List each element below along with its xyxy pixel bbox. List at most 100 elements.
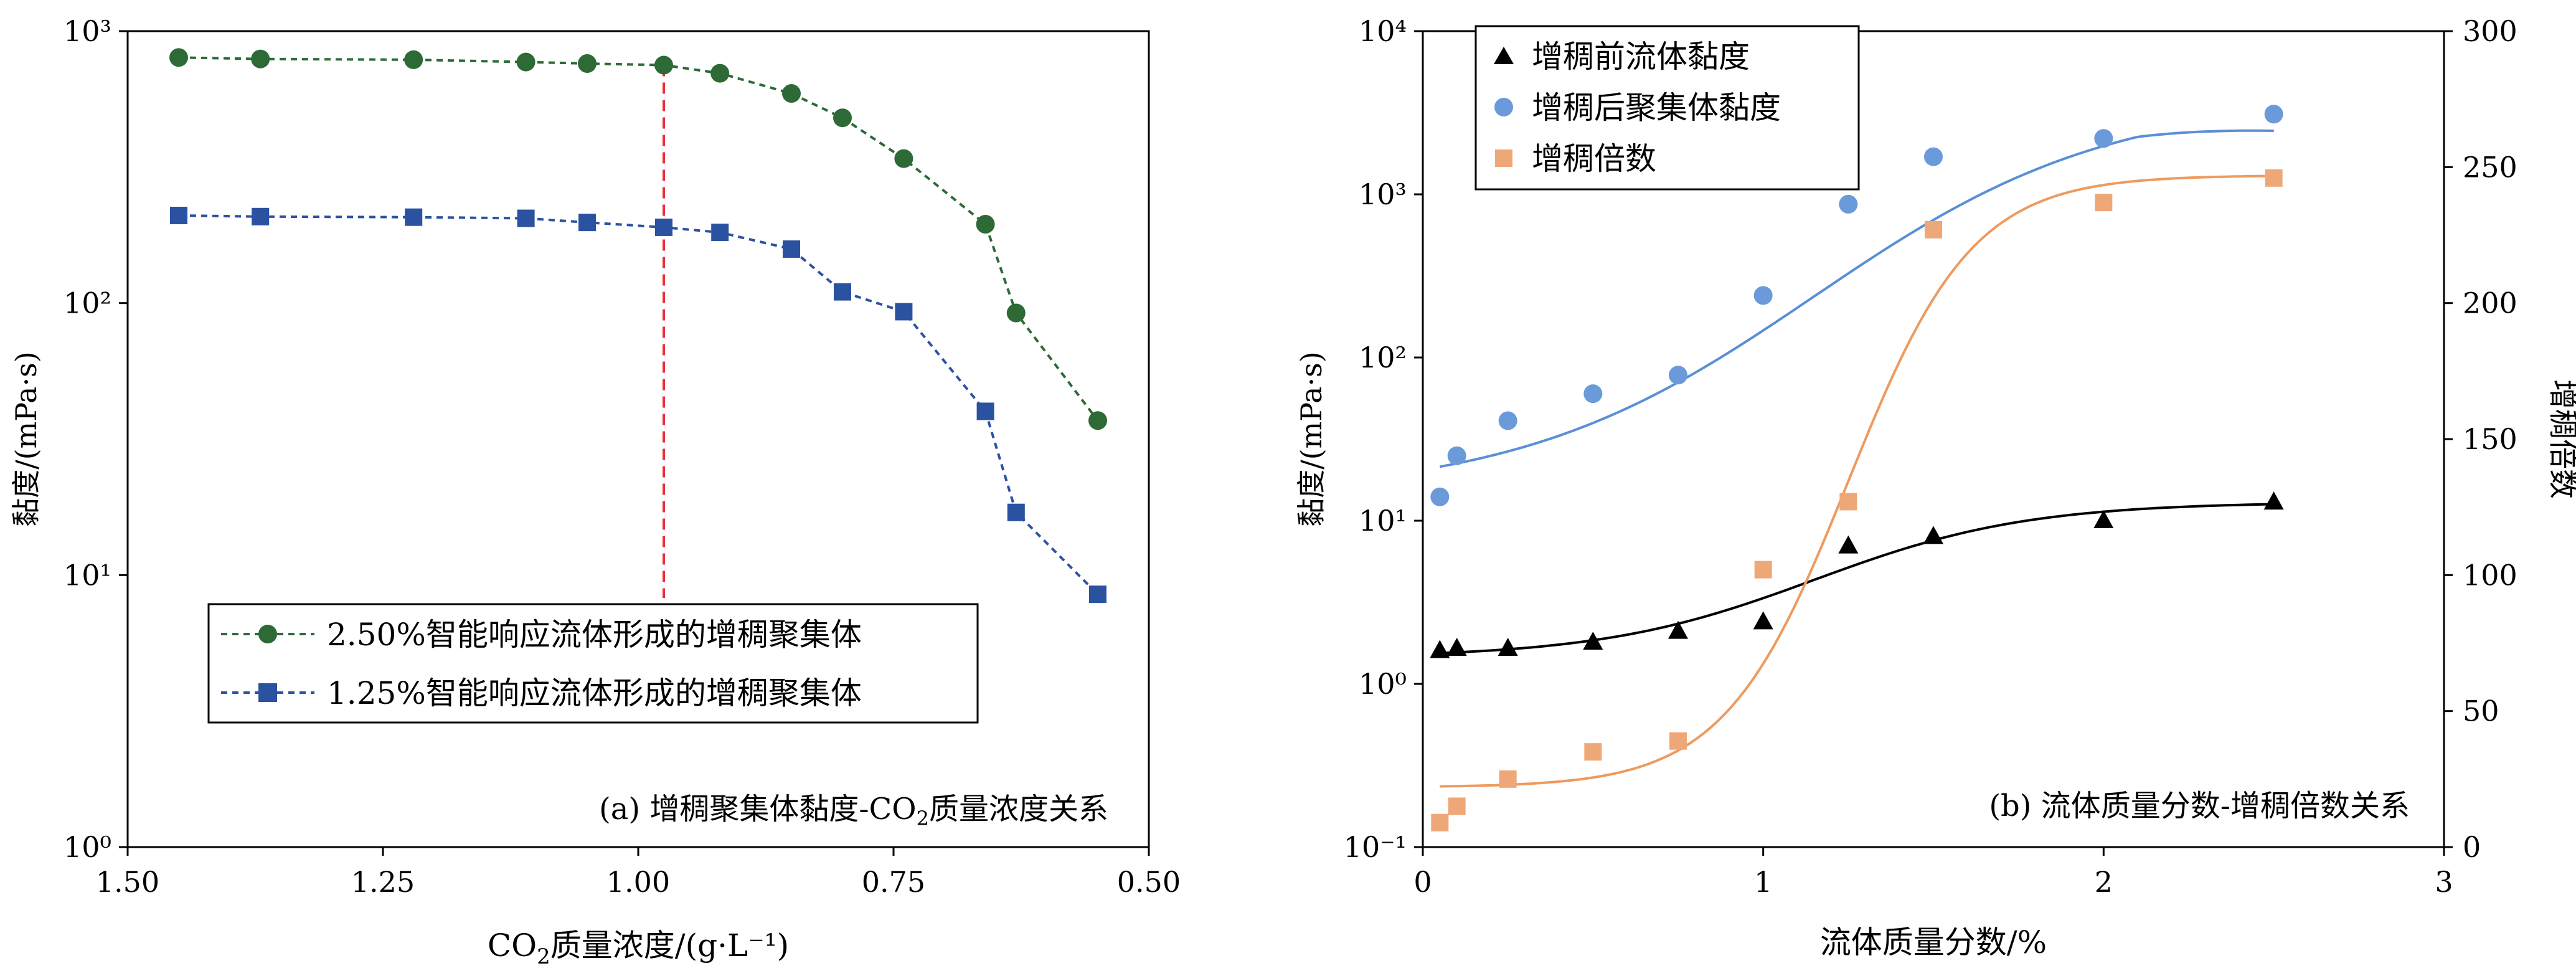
panel-a-point-1-9 — [895, 303, 913, 321]
panel-a-point-0-3 — [516, 52, 535, 72]
panel-b-fit-before — [1440, 503, 2274, 655]
panel-b-y-tick-label: 10⁰ — [1359, 667, 1407, 701]
panel-b-point-2-3 — [1584, 743, 1602, 761]
panel-b-point-0-3 — [1583, 632, 1603, 650]
panel-b-y2-tick-label: 200 — [2463, 287, 2517, 320]
panel-b-legend-box — [1474, 25, 1860, 191]
panel-b-x-tick-label: 1 — [1754, 865, 1772, 899]
panel-b-point-1-8 — [2094, 129, 2113, 148]
panel-a-point-0-12 — [1088, 411, 1107, 430]
panel-b-point-1-4 — [1669, 366, 1687, 385]
panel-b-point-2-1 — [1448, 797, 1466, 815]
panel-b-point-1-7 — [1924, 147, 1943, 166]
panel-a-point-1-10 — [976, 402, 994, 420]
panel-a-legend-box — [207, 603, 979, 724]
panel-b-x-tick-label: 3 — [2435, 865, 2453, 899]
panel-b-point-2-9 — [2265, 169, 2283, 187]
panel-a-y-axis-label: 黏度/(mPa·s) — [9, 351, 43, 527]
panel-b-y-axis-label: 黏度/(mPa·s) — [1295, 351, 1328, 527]
panel-b-point-2-2 — [1499, 770, 1517, 788]
panel-a-y-tick-label: 10² — [64, 287, 111, 320]
panel-b-fit-ratio — [1440, 174, 2274, 788]
panel-b-point-0-6 — [1838, 535, 1859, 554]
panel-b-y2-tick-label: 50 — [2463, 694, 2499, 728]
panel-b-x-tick-label: 2 — [2095, 865, 2113, 899]
panel-b-point-2-8 — [2095, 194, 2113, 212]
panel-a-x-axis-label: CO2质量浓度/(g·L⁻¹) — [488, 927, 789, 969]
legend-label-ratio: 增稠倍数 — [1532, 141, 1656, 177]
panel-b-y-tick-label: 10¹ — [1359, 504, 1407, 538]
panel-b-point-1-9 — [2264, 105, 2283, 124]
panel-b-y2-tick-label: 300 — [2463, 14, 2517, 48]
panel-b-point-1-0 — [1430, 487, 1450, 506]
panel-a-point-0-6 — [710, 64, 730, 83]
panel-a-point-0-9 — [894, 149, 913, 168]
panel-a-series-line-1 — [178, 214, 1099, 595]
legend-marker-before — [1494, 47, 1514, 64]
panel-a-point-1-2 — [405, 208, 423, 226]
panel-b-x-ticks: 0 1 2 3 — [1413, 847, 2453, 899]
panel-b-y2-tick-label: 0 — [2463, 830, 2481, 864]
panel-a-point-1-12 — [1089, 585, 1106, 604]
panel-a-legend: 2.50%智能响应流体形成的增稠聚集体 1.25%智能响应流体形成的增稠聚集体 — [207, 603, 979, 724]
panel-a-point-1-3 — [517, 209, 535, 227]
panel-b-y2-axis-label: 增稠倍数 — [2545, 379, 2576, 499]
panel-b-fit-after — [1439, 129, 2274, 468]
panel-b-point-0-8 — [2093, 510, 2114, 528]
panel-a-x-tick-label: 1.50 — [96, 865, 159, 899]
panel-b-point-1-6 — [1839, 194, 1858, 214]
panel-a-x-tick-label: 1.25 — [351, 865, 415, 899]
panel-a-point-0-8 — [833, 108, 852, 128]
panel-b-point-2-0 — [1431, 813, 1449, 831]
panel-a-point-1-5 — [655, 218, 672, 236]
panel-b-y2-tick-label: 100 — [2463, 558, 2517, 592]
panel-a-point-0-5 — [654, 55, 673, 75]
panel-a-point-0-10 — [976, 215, 995, 234]
panel-b-point-2-6 — [1839, 493, 1857, 511]
panel-a-point-0-11 — [1006, 303, 1026, 323]
panel-a-x-ticks: 1.50 1.25 1.00 0.75 0.50 — [96, 847, 1181, 899]
panel-a-point-1-11 — [1007, 503, 1025, 521]
panel-a-series — [169, 48, 1107, 604]
panel-b-point-0-5 — [1753, 611, 1773, 630]
legend-label-before: 增稠前流体黏度 — [1532, 39, 1750, 75]
legend-marker-after — [1494, 98, 1513, 116]
panel-a-point-1-8 — [834, 283, 851, 301]
panel-a-plot-frame — [126, 30, 1150, 848]
panel-a-caption: (a) 增稠聚集体黏度-CO2质量浓度关系 — [599, 792, 1108, 830]
panel-a-point-0-2 — [404, 50, 423, 69]
panel-a-y-tick-label: 10³ — [64, 14, 111, 48]
legend-marker-1-25 — [258, 683, 277, 702]
panel-b-point-0-0 — [1430, 640, 1450, 658]
panel-b-point-2-4 — [1669, 732, 1687, 750]
panel-b-point-2-5 — [1754, 561, 1772, 579]
panel-a-series-line-0 — [178, 56, 1099, 422]
panel-b-point-1-5 — [1753, 286, 1773, 305]
panel-a-y-tick-label: 10¹ — [64, 558, 111, 592]
panel-a-point-1-7 — [783, 240, 800, 258]
panel-b-point-0-2 — [1498, 638, 1518, 656]
panel-a: 1.50 1.25 1.00 0.75 0.50 10⁰ 10¹ 10² 10³ 黏度/(mP… — [9, 14, 1181, 969]
panel-b-y-tick-label: 10⁴ — [1359, 14, 1407, 48]
panel-b-y-tick-label: 10⁻¹ — [1344, 830, 1407, 864]
panel-a-point-0-1 — [251, 49, 270, 69]
legend-label-after: 增稠后聚集体黏度 — [1532, 90, 1781, 126]
panel-b-point-0-9 — [2263, 491, 2284, 510]
panel-b-series — [1430, 105, 2284, 831]
panel-a-point-1-4 — [578, 214, 596, 232]
panel-b-point-0-1 — [1446, 638, 1467, 656]
panel-b-legend: 增稠前流体黏度 增稠后聚集体黏度 增稠倍数 — [1474, 25, 1860, 191]
panel-a-point-1-6 — [711, 224, 729, 242]
legend-label-1-25: 1.25%智能响应流体形成的增稠聚集体 — [327, 675, 862, 711]
panel-b-x-axis-label: 流体质量分数/% — [1820, 924, 2047, 960]
legend-marker-ratio — [1495, 149, 1512, 167]
panel-a-point-0-4 — [578, 54, 597, 73]
panel-b-point-2-7 — [1925, 220, 1942, 239]
panel-b-point-1-3 — [1583, 384, 1603, 404]
panel-b-y2-ticks: 0 50 100 150 200 250 300 — [2444, 14, 2517, 864]
panel-b-point-0-4 — [1668, 620, 1688, 639]
panel-a-y-tick-label: 10⁰ — [64, 830, 111, 864]
panel-b-y2-tick-label: 250 — [2463, 150, 2517, 184]
legend-marker-2-50 — [258, 625, 277, 643]
